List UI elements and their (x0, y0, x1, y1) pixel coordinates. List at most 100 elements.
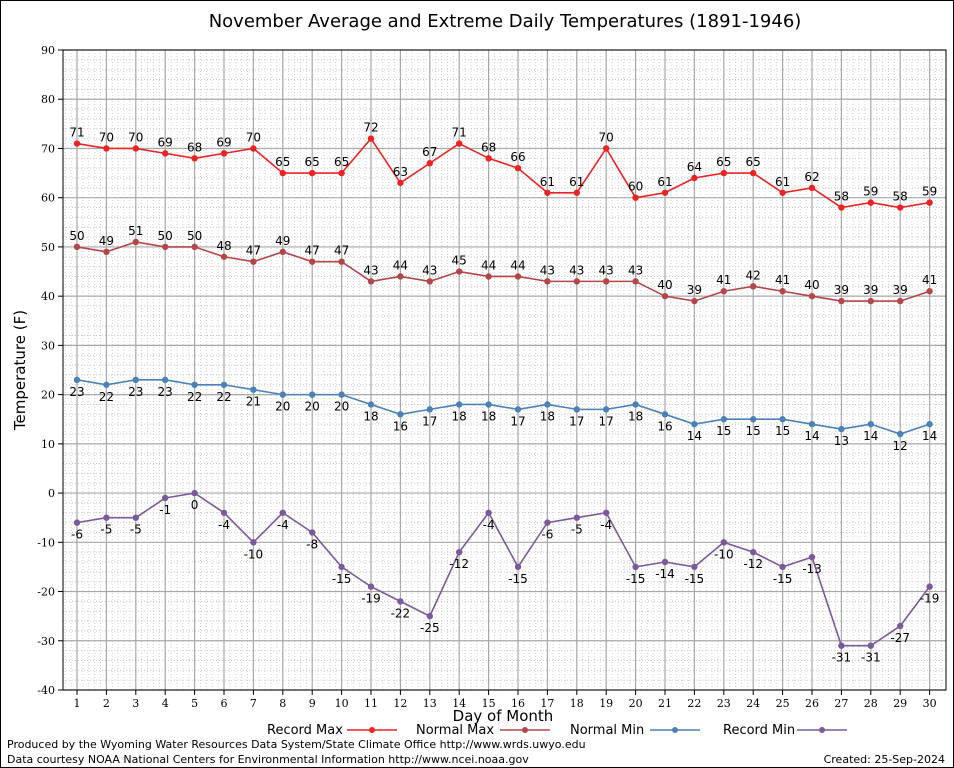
y-tick-label: -10 (37, 536, 55, 549)
x-tick-label: 12 (393, 697, 407, 710)
data-label-normal-max: 50 (69, 229, 84, 243)
data-point-record-max (485, 155, 492, 162)
x-tick-label: 21 (658, 697, 672, 710)
data-point-record-min (103, 514, 110, 521)
data-point-normal-min (514, 406, 522, 413)
data-point-normal-min (661, 411, 669, 418)
data-point-record-min (808, 553, 816, 561)
data-label-record-min: -4 (277, 518, 289, 532)
data-point-record-min (456, 548, 463, 556)
x-tick-label: 27 (834, 697, 848, 710)
data-label-normal-max: 47 (246, 244, 261, 258)
data-label-record-max: 61 (569, 175, 584, 189)
data-label-normal-min: 20 (305, 400, 320, 414)
y-tick-label: 40 (41, 290, 55, 303)
data-point-normal-max (162, 243, 169, 251)
data-point-record-min (191, 489, 198, 497)
data-point-normal-max (808, 292, 816, 300)
data-label-record-min: -4 (218, 518, 230, 532)
legend-item-record-max: Record Max (267, 723, 397, 738)
legend-item-normal-max: Normal Max (416, 723, 550, 738)
data-point-record-max (603, 145, 610, 152)
data-label-normal-max: 41 (716, 273, 731, 287)
data-point-normal-max (220, 253, 228, 260)
chart-title: November Average and Extreme Daily Tempe… (209, 11, 802, 32)
data-label-normal-min: 17 (510, 414, 525, 428)
data-point-normal-min (838, 425, 845, 433)
data-label-normal-max: 45 (452, 254, 467, 268)
data-label-record-max: 67 (422, 145, 437, 159)
series-group (73, 135, 933, 649)
data-point-normal-max (544, 278, 551, 285)
data-point-normal-min (544, 401, 551, 408)
x-tick-label: 22 (687, 697, 701, 710)
data-point-record-min (162, 494, 169, 502)
data-label-record-min: -5 (130, 523, 142, 537)
y-tick-label: 10 (41, 438, 55, 451)
data-label-record-min: -15 (508, 572, 528, 586)
data-point-record-min (544, 519, 551, 526)
data-point-normal-min (103, 381, 110, 388)
data-label-record-min: -15 (685, 572, 705, 586)
data-point-record-min (838, 642, 845, 649)
data-label-normal-max: 44 (393, 258, 408, 272)
legend-marker-normal-max (522, 727, 528, 733)
data-label-record-min: -4 (483, 518, 495, 532)
data-point-record-max (544, 189, 551, 196)
data-label-record-min: -31 (832, 651, 852, 665)
x-tick-label: 4 (162, 697, 169, 710)
data-label-record-max: 64 (687, 160, 702, 174)
x-tick-label: 16 (511, 697, 525, 710)
data-point-normal-max (867, 297, 874, 305)
data-label-record-max: 71 (452, 126, 467, 140)
data-label-record-max: 65 (746, 155, 761, 169)
legend-marker-record-max (369, 727, 375, 733)
data-label-normal-min: 12 (893, 439, 908, 453)
x-tick-label: 26 (805, 697, 819, 710)
data-label-record-max: 63 (393, 165, 408, 179)
x-tick-label: 5 (191, 697, 198, 710)
data-label-normal-max: 39 (863, 283, 878, 297)
data-point-record-max (808, 184, 816, 192)
data-point-record-max (397, 179, 404, 187)
data-label-normal-max: 43 (363, 263, 378, 277)
data-label-normal-max: 48 (216, 239, 231, 253)
plot-area-border (62, 49, 947, 691)
data-point-normal-min (691, 420, 698, 428)
data-point-normal-min (338, 391, 345, 398)
data-point-normal-max (250, 258, 257, 265)
x-tick-label: 28 (864, 697, 878, 710)
data-label-record-max: 69 (158, 135, 173, 149)
data-point-normal-max (691, 297, 698, 305)
data-point-record-max (309, 169, 316, 177)
data-label-record-min: -8 (306, 537, 318, 551)
data-point-record-min (338, 563, 345, 571)
legend-item-normal-min: Normal Min (570, 723, 700, 738)
x-tick-label: 25 (776, 697, 790, 710)
x-tick-label: 11 (364, 697, 378, 710)
data-point-normal-min (485, 401, 492, 408)
x-tick-label: 20 (629, 697, 643, 710)
legend-label-record-min: Record Min (723, 723, 795, 738)
data-label-normal-min: 16 (657, 419, 672, 433)
data-label-normal-min: 23 (128, 385, 143, 399)
data-label-normal-max: 41 (775, 273, 790, 287)
data-point-record-min (426, 612, 433, 620)
data-label-normal-min: 17 (569, 414, 584, 428)
data-point-normal-min (573, 406, 580, 413)
data-label-normal-max: 47 (305, 244, 320, 258)
data-label-record-min: -5 (100, 523, 112, 537)
data-point-record-min (779, 563, 786, 571)
data-label-normal-min: 18 (628, 409, 643, 423)
data-point-record-min (367, 583, 375, 590)
data-label-record-min: -27 (890, 631, 910, 645)
data-point-record-max (73, 140, 81, 147)
data-label-record-max: 70 (599, 130, 614, 144)
data-label-record-max: 66 (510, 150, 525, 164)
data-label-record-max: 72 (363, 121, 378, 135)
data-point-normal-max (661, 292, 669, 300)
data-label-record-max: 70 (246, 130, 261, 144)
data-label-record-max: 58 (893, 190, 908, 204)
